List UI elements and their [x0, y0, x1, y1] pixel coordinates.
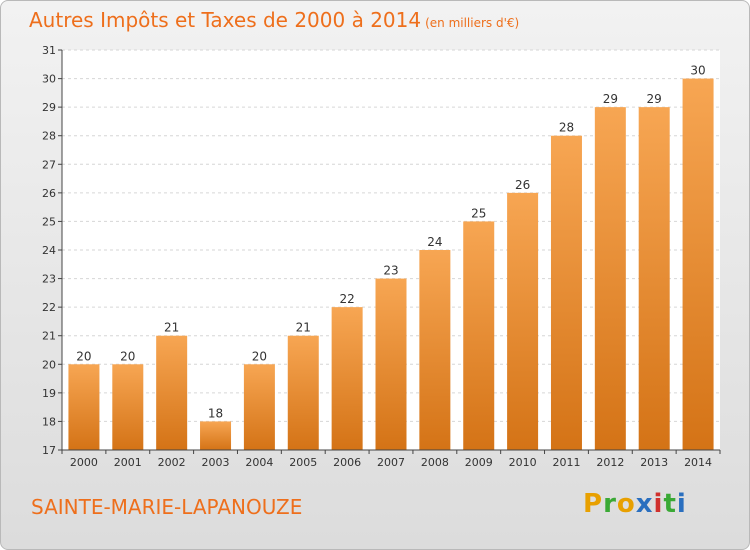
x-tick-label: 2014 — [684, 456, 712, 469]
x-tick-label: 2003 — [202, 456, 230, 469]
data-label: 24 — [427, 235, 442, 249]
logo-letter: x — [635, 489, 654, 519]
x-tick-label: 2004 — [245, 456, 273, 469]
data-label: 30 — [690, 64, 705, 78]
logo-letter: r — [603, 489, 617, 519]
x-tick-label: 2011 — [552, 456, 580, 469]
data-label: 29 — [603, 92, 618, 106]
data-label: 28 — [559, 121, 574, 135]
data-label: 20 — [120, 349, 135, 363]
x-tick-label: 2013 — [640, 456, 668, 469]
bar — [375, 278, 407, 450]
data-label: 18 — [208, 406, 223, 420]
logo-letter: t — [663, 489, 677, 519]
chart-title: Autres Impôts et Taxes de 2000 à 2014 (en… — [29, 8, 519, 32]
bar — [638, 107, 670, 451]
bar — [200, 421, 232, 450]
y-tick-label: 27 — [42, 158, 56, 171]
x-tick-label: 2012 — [596, 456, 624, 469]
x-tick-label: 2000 — [70, 456, 98, 469]
bar — [550, 135, 582, 450]
y-tick-label: 17 — [42, 444, 56, 457]
proxiti-logo: Proxiti — [583, 489, 687, 519]
y-tick-label: 19 — [42, 387, 56, 400]
bar — [463, 221, 495, 450]
bar — [682, 78, 714, 451]
y-tick-label: 29 — [42, 101, 56, 114]
y-tick-label: 18 — [42, 415, 56, 428]
x-tick-label: 2006 — [333, 456, 361, 469]
bar — [331, 307, 363, 450]
bar — [243, 364, 275, 450]
bar — [419, 250, 451, 450]
bar — [68, 364, 100, 450]
logo-letter: i — [676, 489, 687, 519]
data-label: 20 — [76, 349, 91, 363]
bar — [112, 364, 144, 450]
x-tick-label: 2010 — [509, 456, 537, 469]
bar — [156, 335, 188, 450]
y-tick-label: 25 — [42, 215, 56, 228]
y-tick-label: 20 — [42, 358, 56, 371]
data-label: 22 — [339, 292, 354, 306]
logo-letter: i — [653, 489, 664, 519]
data-label: 23 — [383, 264, 398, 278]
x-tick-label: 2001 — [114, 456, 142, 469]
data-label: 20 — [252, 349, 267, 363]
x-tick-label: 2009 — [465, 456, 493, 469]
data-label: 21 — [296, 321, 311, 335]
bar — [287, 335, 319, 450]
data-label: 29 — [647, 92, 662, 106]
x-tick-label: 2007 — [377, 456, 405, 469]
logo-letter: o — [616, 489, 636, 519]
data-label: 26 — [515, 178, 530, 192]
chart-subtitle: (en milliers d'€) — [425, 16, 520, 30]
y-tick-label: 30 — [42, 73, 56, 86]
y-tick-label: 23 — [42, 273, 56, 286]
x-tick-label: 2002 — [158, 456, 186, 469]
data-label: 21 — [164, 321, 179, 335]
x-tick-label: 2005 — [289, 456, 317, 469]
y-tick-label: 22 — [42, 301, 56, 314]
bar — [594, 107, 626, 451]
y-tick-label: 21 — [42, 330, 56, 343]
commune-name: SAINTE-MARIE-LAPANOUZE — [31, 495, 303, 519]
x-tick-label: 2008 — [421, 456, 449, 469]
chart-title-text: Autres Impôts et Taxes de 2000 à 2014 — [29, 8, 422, 32]
y-tick-label: 31 — [42, 44, 56, 57]
y-tick-label: 26 — [42, 187, 56, 200]
bar — [507, 192, 539, 450]
data-label: 25 — [471, 206, 486, 220]
y-tick-label: 24 — [42, 244, 56, 257]
y-tick-label: 28 — [42, 130, 56, 143]
logo-letter: P — [583, 489, 604, 519]
